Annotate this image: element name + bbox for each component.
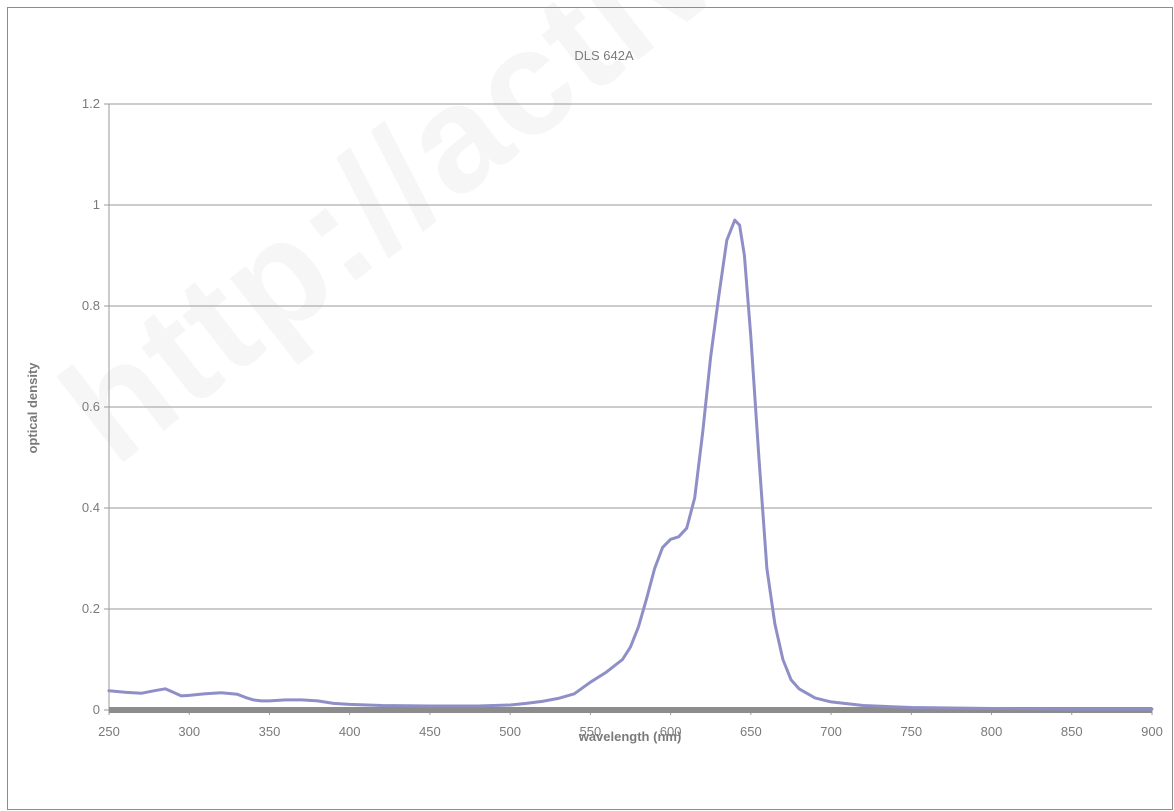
x-tick-label: 600: [660, 724, 682, 739]
y-tick-label: 0: [93, 702, 100, 717]
x-tick-labels: 250 300 350 400 450 500 550 600 650 700 750 800 850 9…: [98, 724, 1163, 739]
y-tick-label: 1.2: [82, 96, 100, 111]
x-tick-label: 250: [98, 724, 120, 739]
x-tick-label: 300: [178, 724, 200, 739]
y-tick-label: 0.8: [82, 298, 100, 313]
gridlines: [109, 103, 1152, 610]
x-tick-label: 850: [1061, 724, 1083, 739]
x-tick-label: 750: [900, 724, 922, 739]
y-tick-labels: 0 0.2 0.4 0.6 0.8 1 1.2: [82, 96, 100, 717]
x-axis-label: wavelength (nm): [578, 729, 682, 744]
chart-title: DLS 642A: [574, 48, 634, 63]
axes: [104, 103, 1153, 715]
x-tick-label: 550: [580, 724, 602, 739]
chart-frame: [7, 7, 1173, 810]
y-tick-label: 0.4: [82, 500, 100, 515]
x-tick-label: 800: [981, 724, 1003, 739]
series-layer: [107, 218, 1154, 711]
x-tick-label: 450: [419, 724, 441, 739]
x-tick-label: 500: [499, 724, 521, 739]
x-tick-label: 900: [1141, 724, 1163, 739]
x-tick-label: 650: [740, 724, 762, 739]
y-axis-label: optical density: [25, 362, 40, 454]
series-line: [107, 218, 1154, 711]
x-tick-label: 700: [820, 724, 842, 739]
y-tick-label: 0.6: [82, 399, 100, 414]
y-tick-label: 0.2: [82, 601, 100, 616]
x-tick-label: 400: [339, 724, 361, 739]
y-tick-label: 1: [93, 197, 100, 212]
x-tick-label: 350: [259, 724, 281, 739]
